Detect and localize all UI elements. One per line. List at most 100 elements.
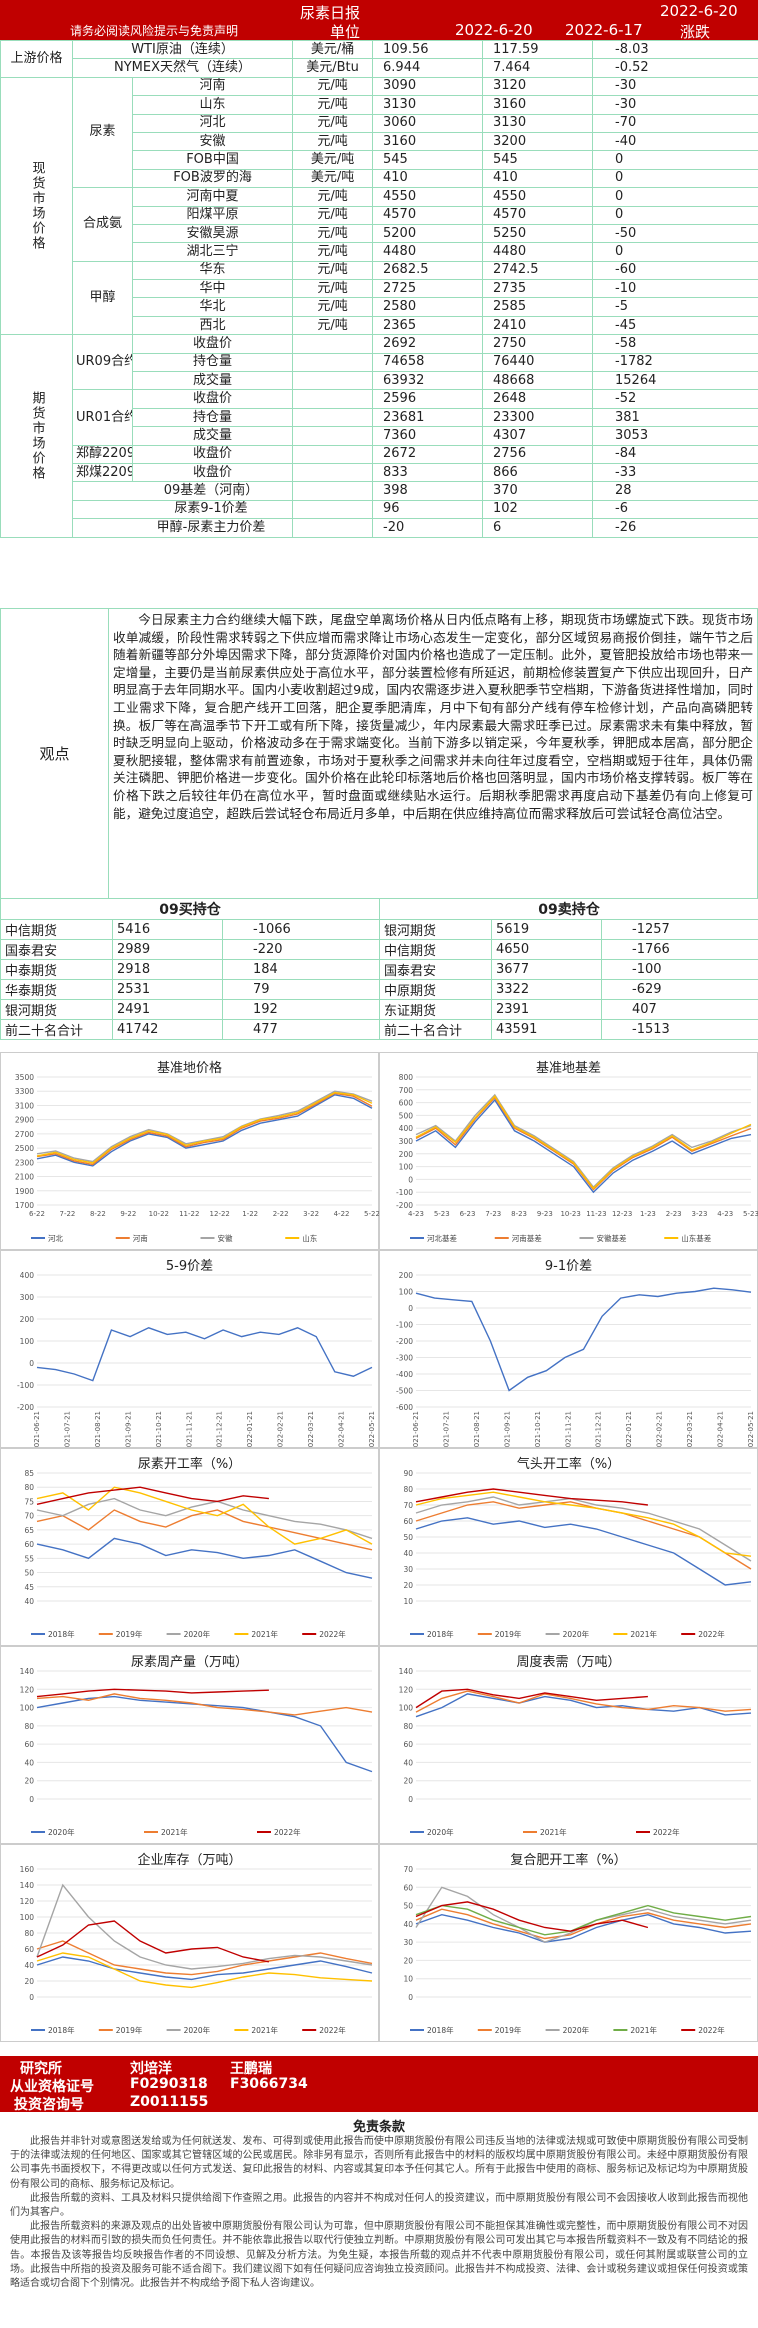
value-today-cell: 3090 <box>372 76 484 97</box>
legend-label: 2018年 <box>427 2025 454 2035</box>
footer-cert-2: F3066734 <box>230 2076 308 2092</box>
legend-label: 2019年 <box>495 2025 522 2035</box>
y-tick-label: 65 <box>24 1526 34 1535</box>
legend-label: 2019年 <box>116 1629 143 1639</box>
series-line-5 <box>415 1901 649 1932</box>
viewpoint-section: 观点 今日尿素主力合约继续大幅下跌，尾盘空单离场价格从日内低点略有上移，期现货市… <box>0 608 758 899</box>
y-tick-label: -100 <box>396 1321 413 1330</box>
value-today-cell: 96 <box>372 499 484 520</box>
y-tick-label: 40 <box>24 1758 34 1767</box>
short-holdings-title: 09卖持仓 <box>378 898 758 920</box>
value-today-cell: 4480 <box>372 242 484 262</box>
value-prev-cell: 2410 <box>482 315 594 336</box>
unit-cell <box>292 499 374 520</box>
y-tick-label: -200 <box>396 1201 413 1210</box>
chart-title: 周度表需（万吨） <box>516 1655 621 1670</box>
broker-name: 东证期货 <box>379 999 492 1020</box>
legend-label: 2021年 <box>161 1827 188 1837</box>
x-tick-label: 8-23 <box>511 1210 527 1218</box>
y-tick-label: 1700 <box>15 1201 34 1210</box>
row-label: 收盘价 <box>131 462 294 483</box>
position-change-cell: 477 <box>221 1019 381 1040</box>
disclaimer-title: 免责条款 <box>352 2120 405 2135</box>
category-cell: 上游价格 <box>0 40 73 78</box>
y-tick-label: 20 <box>403 1956 413 1965</box>
change-cell: 0 <box>592 205 758 225</box>
x-tick-label: 8-22 <box>90 1210 106 1218</box>
row-label: 华北 <box>131 297 294 317</box>
viewpoint-text: 今日尿素主力合约继续大幅下跌，尾盘空单离场价格从日内低点略有上移，期现货市场螺旋… <box>113 612 753 821</box>
legend-label: 2022年 <box>274 1827 301 1837</box>
value-today-cell: 410 <box>372 168 484 189</box>
x-tick-label: 2022-02-21 <box>277 1411 285 1449</box>
legend-label: 安徽 <box>218 1233 233 1243</box>
x-tick-label: 4-22 <box>334 1210 350 1218</box>
y-tick-label: 100 <box>399 1288 414 1297</box>
y-tick-label: 0 <box>408 1304 413 1313</box>
row-label: 成交量 <box>131 371 294 391</box>
value-today-cell: 2672 <box>372 444 484 464</box>
holding-row: 东证期货 2391 407 <box>379 999 758 1020</box>
change-cell: 0 <box>592 187 758 207</box>
x-tick-label: 11-23 <box>586 1210 606 1218</box>
y-tick-label: 200 <box>20 1315 35 1324</box>
footer-cert-label: 从业资格证号 <box>10 2079 94 2095</box>
position-cell: 2918 <box>112 959 223 980</box>
y-tick-label: 0 <box>29 1993 34 2002</box>
x-tick-label: 2021-11-21 <box>185 1411 193 1449</box>
unit-cell <box>292 352 374 373</box>
y-tick-label: 100 <box>399 1704 414 1713</box>
unit-cell: 美元/吨 <box>292 150 374 170</box>
value-today-cell: 3160 <box>372 131 484 152</box>
y-tick-label: 90 <box>403 1469 413 1478</box>
legend-label: 2020年 <box>563 2025 590 2035</box>
unit-cell: 元/吨 <box>292 315 374 336</box>
chart-9: 企业库存（万吨） 160 140 120 100 80 60 40 20 0 2018年 2019年 2… <box>0 1844 379 2042</box>
value-prev-cell: 3160 <box>482 95 594 115</box>
price-row: 安徽 元/吨 3160 3200 -40 <box>1 131 758 152</box>
legend-label: 2020年 <box>184 2025 211 2035</box>
value-prev-cell: 2585 <box>482 297 594 317</box>
value-today-cell: 545 <box>372 150 484 170</box>
y-tick-label: 60 <box>24 1945 34 1954</box>
broker-name: 中原期货 <box>379 979 492 1000</box>
y-tick-label: 0 <box>408 1175 413 1184</box>
footer-analyst-2: 王鹏瑞 <box>230 2061 272 2077</box>
chart-title: 尿素周产量（万吨） <box>130 1655 248 1670</box>
value-today-cell: 2580 <box>372 297 484 317</box>
footer-institute: 研究所 <box>20 2061 62 2077</box>
y-tick-label: 400 <box>399 1124 414 1133</box>
subcategory-cell: 甲醇 <box>72 260 133 336</box>
legend-label: 2019年 <box>116 2025 143 2035</box>
disclaimer: 免责条款 此报告并非针对或意图送发给或为任何就送发、发布、可得到或使用此报告而使… <box>0 2114 758 2328</box>
y-tick-label: 100 <box>399 1163 414 1172</box>
value-prev-cell: 410 <box>482 168 594 189</box>
row-label: 收盘价 <box>131 334 294 354</box>
value-prev-cell: 2742.5 <box>482 260 594 281</box>
value-today-cell: 74658 <box>372 352 484 373</box>
change-cell: 15264 <box>592 371 758 391</box>
row-label: 收盘价 <box>131 389 294 409</box>
unit-cell: 美元/吨 <box>292 168 374 189</box>
unit-cell <box>292 444 374 464</box>
legend-label: 山东 <box>302 1233 317 1243</box>
broker-name: 中泰期货 <box>0 959 113 980</box>
value-today-cell: 23681 <box>372 407 484 428</box>
x-tick-label: 2021-08-21 <box>94 1411 102 1449</box>
x-tick-label: 2-22 <box>273 1210 289 1218</box>
x-tick-label: 6-22 <box>29 1210 45 1218</box>
report-title: 尿素日报 <box>300 4 361 22</box>
row-label: 安徽昊源 <box>131 223 294 244</box>
row-label: 09基差（河南） <box>71 481 294 501</box>
value-prev-cell: 102 <box>482 499 594 520</box>
y-tick-label: 3500 <box>15 1073 34 1082</box>
series-line-3 <box>415 1886 752 1943</box>
row-label: FOB中国 <box>131 150 294 170</box>
series-line-2 <box>36 1940 373 1976</box>
unit-cell: 元/吨 <box>292 242 374 262</box>
change-cell: 28 <box>592 481 758 501</box>
price-row: 山东 元/吨 3130 3160 -30 <box>1 95 758 115</box>
x-tick-label: 9-23 <box>537 1210 553 1218</box>
chart-7: 尿素周产量（万吨） 140 120 100 80 60 40 20 0 2020年 2021年 202… <box>0 1646 379 1844</box>
